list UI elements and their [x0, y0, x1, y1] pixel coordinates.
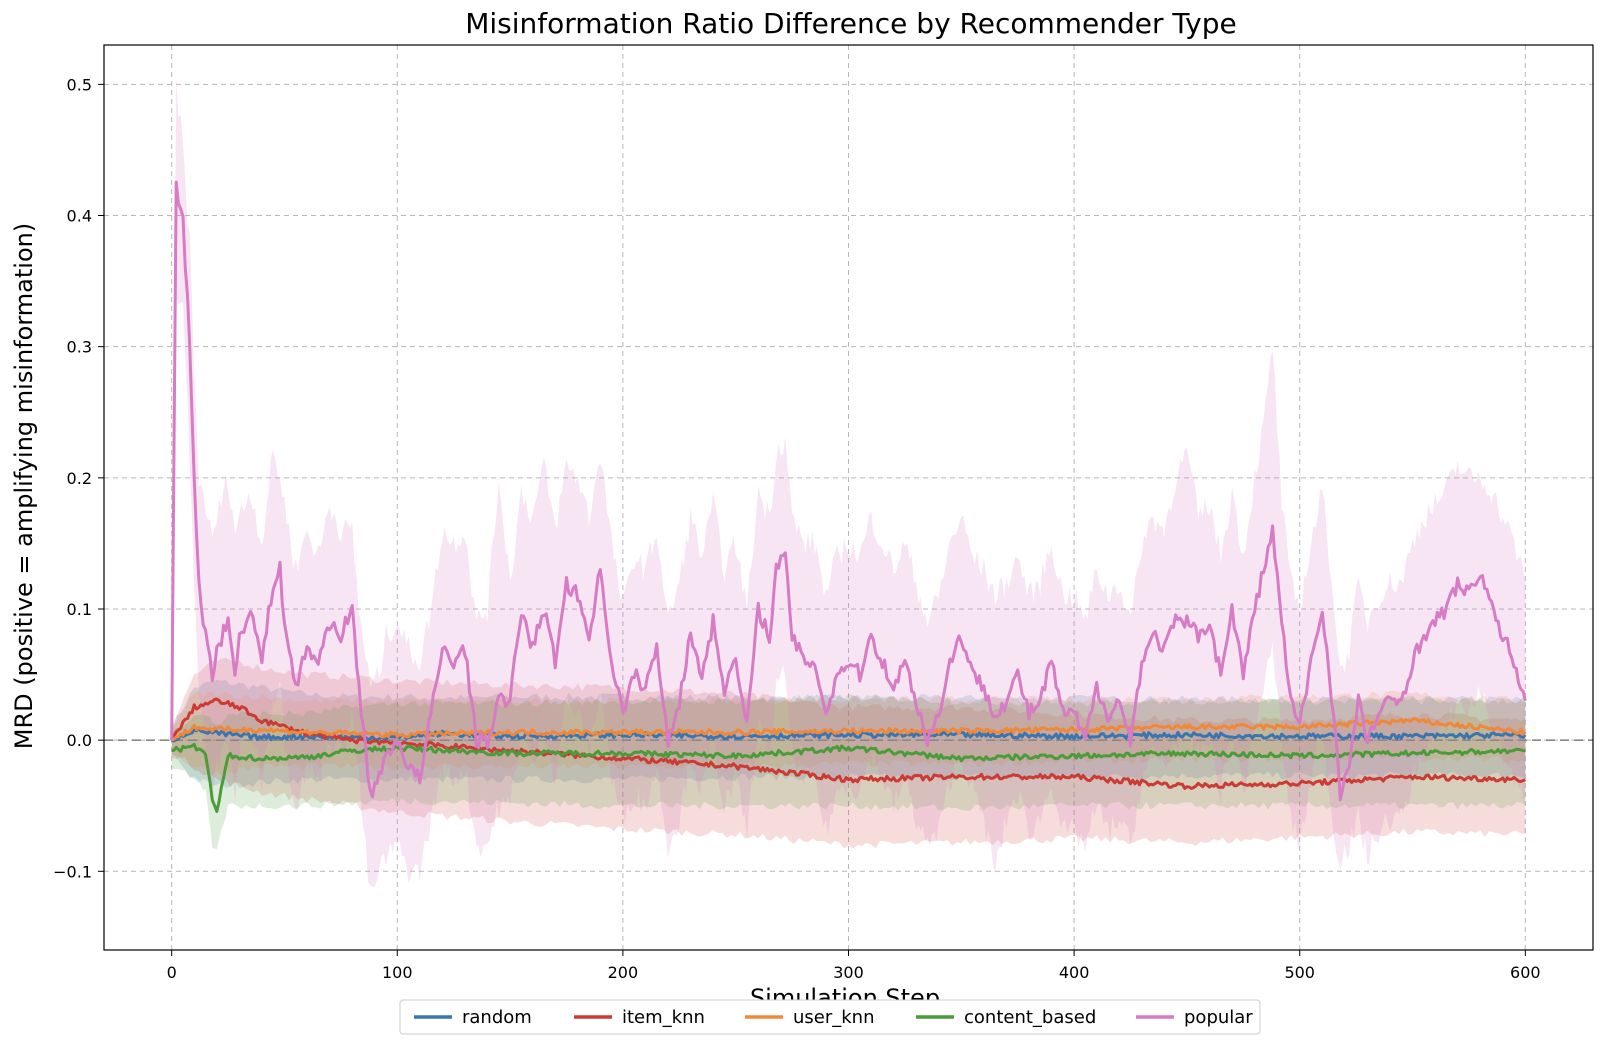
chart-title: Misinformation Ratio Difference by Recom… [465, 7, 1237, 40]
series-line-user_knn [171, 716, 1527, 742]
x-tick-label: 300 [833, 963, 864, 982]
y-tick-label: −0.1 [53, 862, 92, 881]
x-tick-label: 200 [608, 963, 639, 982]
legend-box [399, 999, 1261, 1035]
legend-label-random: random [462, 1007, 532, 1028]
legend-label-user_knn: user_knn [793, 1007, 875, 1028]
x-axis: 0 100 200 300 400 500 600 [167, 950, 1541, 982]
series-lines [170, 180, 1527, 813]
legend-label-item_knn: item_knn [622, 1007, 705, 1028]
legend-label-popular: popular [1184, 1007, 1253, 1028]
y-tick-label: 0.5 [67, 75, 92, 94]
y-tick-label: 0.4 [67, 207, 92, 226]
x-tick-label: 100 [382, 963, 413, 982]
x-tick-label: 400 [1059, 963, 1090, 982]
y-axis-title: MRD (positive = amplifying misinformatio… [10, 223, 38, 749]
plot-area [104, 75, 1593, 887]
legend: random item_knn user_knn content_based popul… [399, 999, 1261, 1035]
y-axis: −0.1 0.0 0.1 0.2 0.3 0.4 0.5 [53, 75, 104, 881]
x-tick-label: 500 [1284, 963, 1315, 982]
x-tick-label: 600 [1510, 963, 1541, 982]
y-tick-label: 0.3 [67, 338, 92, 357]
legend-label-content_based: content_based [964, 1007, 1096, 1028]
band-item_knn [171, 657, 1526, 849]
y-tick-label: 0.2 [67, 469, 92, 488]
series-line-popular [170, 180, 1527, 802]
y-tick-label: 0.0 [67, 731, 92, 750]
y-tick-label: 0.1 [67, 600, 92, 619]
x-tick-label: 0 [167, 963, 177, 982]
grid [104, 45, 1593, 950]
